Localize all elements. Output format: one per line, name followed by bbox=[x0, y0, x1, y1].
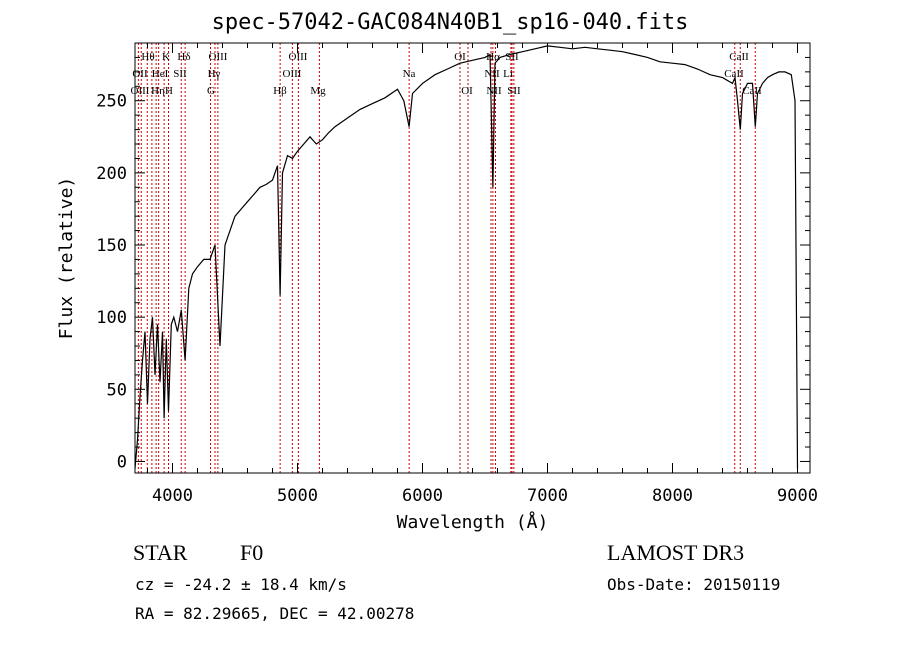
line-label: Hγ bbox=[208, 68, 221, 80]
line-label: Na bbox=[403, 68, 416, 80]
line-label: Hη bbox=[151, 85, 165, 97]
x-tick-label: 4000 bbox=[152, 486, 193, 506]
object-class: STAR bbox=[133, 540, 188, 565]
x-tick-label: 8000 bbox=[652, 486, 693, 506]
obs-date-text: Obs-Date: 20150119 bbox=[607, 575, 781, 594]
spectrum-line bbox=[134, 45, 799, 469]
x-tick-label: 9000 bbox=[777, 486, 818, 506]
line-label: Mg bbox=[310, 85, 326, 97]
line-label: SII bbox=[173, 68, 187, 80]
line-label: Li bbox=[503, 68, 513, 80]
line-label: OII bbox=[132, 68, 148, 80]
line-label: SII bbox=[505, 51, 519, 63]
line-label: Hθ bbox=[141, 51, 154, 63]
x-tick-label: 6000 bbox=[402, 486, 443, 506]
line-label: OI bbox=[454, 51, 466, 63]
line-label: H bbox=[165, 85, 173, 97]
line-label: G bbox=[207, 85, 215, 97]
line-label: OIII bbox=[131, 85, 150, 97]
object-subclass: F0 bbox=[240, 540, 264, 565]
x-axis-label: Wavelength (Å) bbox=[397, 511, 549, 533]
line-label: NII bbox=[484, 68, 500, 80]
y-tick-label: 50 bbox=[107, 380, 127, 400]
y-tick-label: 200 bbox=[96, 164, 127, 184]
line-label: CaII bbox=[724, 68, 744, 80]
line-label: OI bbox=[461, 85, 473, 97]
x-tick-label: 5000 bbox=[277, 486, 318, 506]
y-tick-label: 250 bbox=[96, 92, 127, 112]
line-label: OIII bbox=[283, 68, 302, 80]
line-label: OIII bbox=[209, 51, 228, 63]
coordinates-text: RA = 82.29665, DEC = 42.00278 bbox=[135, 604, 415, 623]
y-tick-label: 100 bbox=[96, 308, 127, 328]
survey-name: LAMOST DR3 bbox=[607, 540, 745, 565]
x-tick-label: 7000 bbox=[527, 486, 568, 506]
line-label: CaII bbox=[729, 51, 749, 63]
plot-frame bbox=[134, 42, 811, 474]
y-tick-label: 0 bbox=[117, 452, 127, 472]
line-label: K bbox=[162, 51, 170, 63]
line-label: Hα bbox=[486, 51, 500, 63]
y-tick-label: 150 bbox=[96, 236, 127, 256]
line-label: OIII bbox=[289, 51, 308, 63]
redshift-text: cz = -24.2 ± 18.4 km/s bbox=[135, 575, 347, 594]
line-label: Hβ bbox=[273, 85, 287, 97]
chart-title: spec-57042-GAC084N40B1_sp16-040.fits bbox=[211, 10, 689, 35]
line-label: HeI bbox=[152, 68, 169, 80]
line-label: Hδ bbox=[177, 51, 190, 63]
line-label: SII bbox=[507, 85, 521, 97]
y-axis-label: Flux (relative) bbox=[56, 177, 77, 340]
